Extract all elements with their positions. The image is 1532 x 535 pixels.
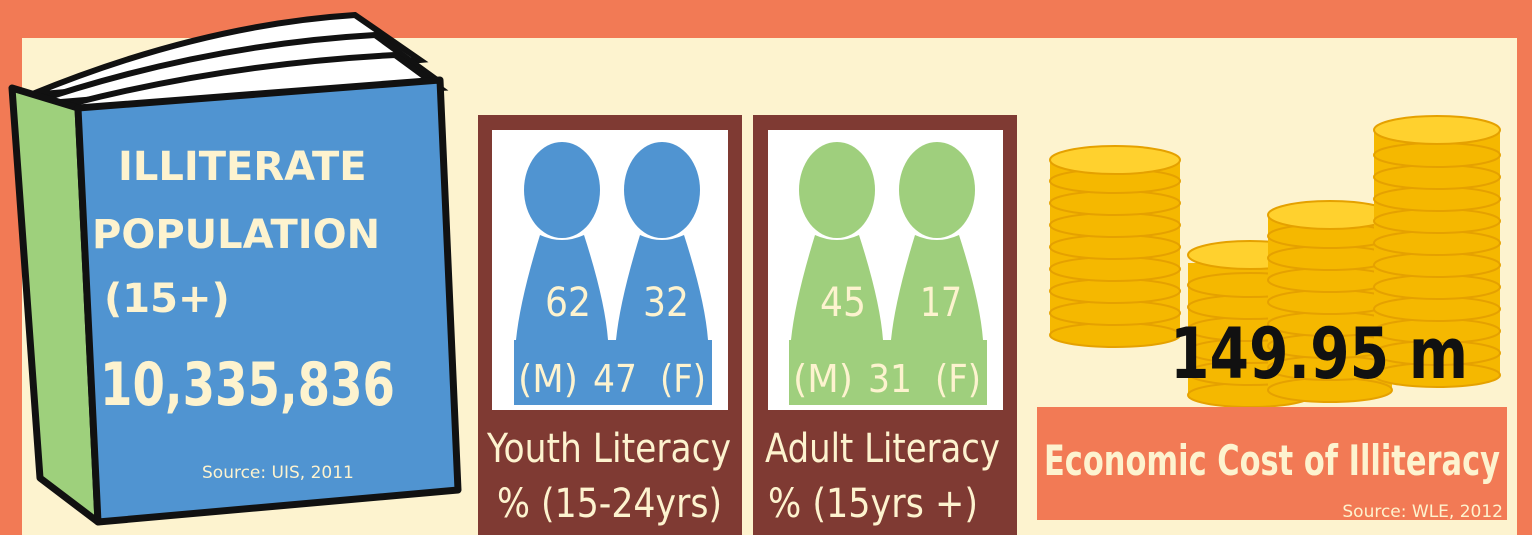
coin bbox=[1050, 257, 1180, 281]
figure-head bbox=[899, 142, 975, 238]
coin bbox=[1374, 116, 1500, 144]
figure-head bbox=[624, 142, 700, 238]
book-source: Source: UIS, 2011 bbox=[202, 463, 354, 483]
female-value: 32 bbox=[643, 280, 689, 326]
female-label: (F) bbox=[935, 357, 981, 401]
youth-panel: 62 32 (M) 47 (F) Youth Literacy % (15-24… bbox=[478, 115, 742, 535]
male-label: (M) bbox=[793, 357, 853, 401]
coin bbox=[1374, 209, 1500, 233]
cost-value: 149.95 m bbox=[1170, 313, 1468, 395]
total-value: 31 bbox=[868, 357, 912, 401]
female-value: 17 bbox=[920, 280, 962, 326]
coin bbox=[1050, 191, 1180, 215]
book: ILLITERATE POPULATION (15+) 10,335,836 S… bbox=[12, 15, 458, 522]
coin bbox=[1050, 323, 1180, 347]
panel-title: % (15-24yrs) bbox=[497, 481, 722, 527]
coin bbox=[1374, 143, 1500, 167]
book-title: ILLITERATE bbox=[118, 144, 367, 190]
coin bbox=[1050, 279, 1180, 303]
figure-head bbox=[799, 142, 875, 238]
cost-source: Source: WLE, 2012 bbox=[1342, 502, 1503, 522]
male-label: (M) bbox=[518, 357, 578, 401]
book-title: POPULATION bbox=[92, 212, 380, 258]
panel-title: Adult Literacy bbox=[765, 426, 1000, 472]
infographic: ILLITERATE POPULATION (15+) 10,335,836 S… bbox=[0, 0, 1532, 535]
coin bbox=[1050, 301, 1180, 325]
book-value: 10,335,836 bbox=[100, 350, 395, 420]
coin bbox=[1050, 213, 1180, 237]
total-value: 47 bbox=[593, 357, 637, 401]
coin bbox=[1374, 275, 1500, 299]
coin bbox=[1374, 231, 1500, 255]
book-title: (15+) bbox=[104, 276, 230, 322]
coin bbox=[1268, 201, 1392, 229]
coin bbox=[1050, 235, 1180, 259]
coin bbox=[1374, 165, 1500, 189]
male-value: 45 bbox=[820, 280, 866, 326]
coin bbox=[1050, 146, 1180, 174]
female-label: (F) bbox=[660, 357, 706, 401]
cost-title: Economic Cost of Illiteracy bbox=[1044, 436, 1500, 485]
panel-title: % (15yrs +) bbox=[768, 481, 978, 527]
adult-panel: 45 17 (M) 31 (F) Adult Literacy % (15yrs… bbox=[753, 115, 1017, 535]
coin bbox=[1374, 253, 1500, 277]
coin bbox=[1374, 187, 1500, 211]
male-value: 62 bbox=[545, 280, 591, 326]
figure-head bbox=[524, 142, 600, 238]
panel-title: Youth Literacy bbox=[486, 426, 731, 472]
